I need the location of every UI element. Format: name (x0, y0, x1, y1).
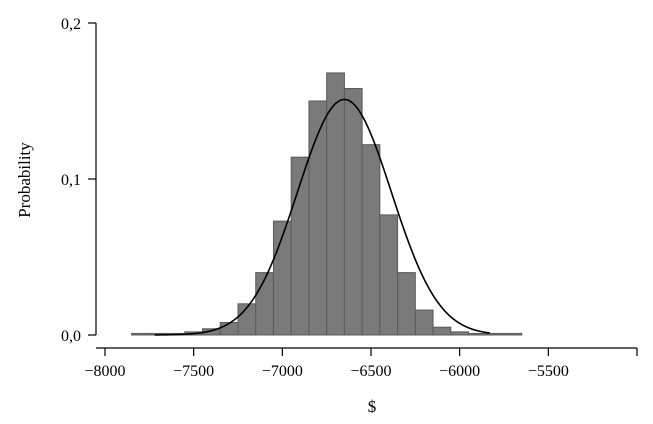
x-tick-label: −8000 (84, 363, 125, 380)
x-axis-title: $ (368, 397, 377, 416)
histogram-bar-18 (450, 331, 470, 336)
y-tick-label: 0,0 (61, 328, 81, 345)
histogram-bar-19 (468, 332, 487, 336)
y-axis-ticks: 0,0 0,1 0,2 (61, 16, 96, 345)
histogram-bar-14 (379, 214, 399, 336)
x-tick-label: −6000 (439, 363, 480, 380)
histogram-bar-15 (397, 272, 416, 336)
x-tick-label: −5500 (528, 363, 569, 380)
y-tick-label: 0,1 (61, 172, 81, 189)
x-tick-label: −7000 (262, 363, 303, 380)
histogram-bar-0 (131, 332, 150, 336)
histogram-bar-13 (361, 144, 381, 336)
histogram-bar-16 (414, 309, 434, 336)
histogram-bar-7 (255, 272, 274, 336)
histogram-bar-12 (343, 88, 363, 336)
histogram-bar-5 (219, 322, 239, 336)
y-tick-label: 0,2 (61, 16, 81, 33)
x-axis-ticks: −8000 −7500 −7000 −6500 −6000 −5500 (84, 348, 638, 380)
fitted-normal-curve (154, 98, 490, 336)
y-axis-title: Probability (15, 142, 34, 218)
histogram-bar-17 (432, 326, 452, 336)
histogram-bar-21 (503, 332, 523, 336)
x-tick-label: −6500 (350, 363, 391, 380)
x-tick-label: −7500 (173, 363, 214, 380)
histogram-bars (131, 72, 523, 336)
